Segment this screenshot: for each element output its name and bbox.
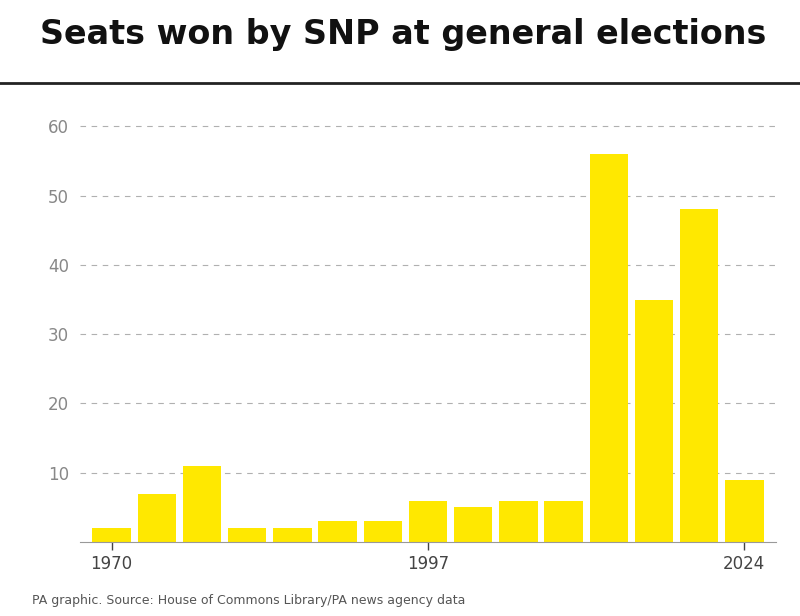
Bar	[183, 466, 222, 542]
Bar	[499, 500, 538, 542]
Bar	[590, 154, 628, 542]
Bar	[680, 209, 718, 542]
Bar	[274, 528, 312, 542]
Bar	[634, 299, 673, 542]
Bar	[363, 521, 402, 542]
Text: Seats won by SNP at general elections: Seats won by SNP at general elections	[40, 18, 766, 52]
Bar	[544, 500, 582, 542]
Bar	[138, 493, 176, 542]
Text: PA graphic. Source: House of Commons Library/PA news agency data: PA graphic. Source: House of Commons Lib…	[32, 594, 466, 607]
Bar	[318, 521, 357, 542]
Bar	[93, 528, 131, 542]
Bar	[228, 528, 266, 542]
Bar	[725, 480, 763, 542]
Bar	[454, 508, 493, 542]
Bar	[409, 500, 447, 542]
